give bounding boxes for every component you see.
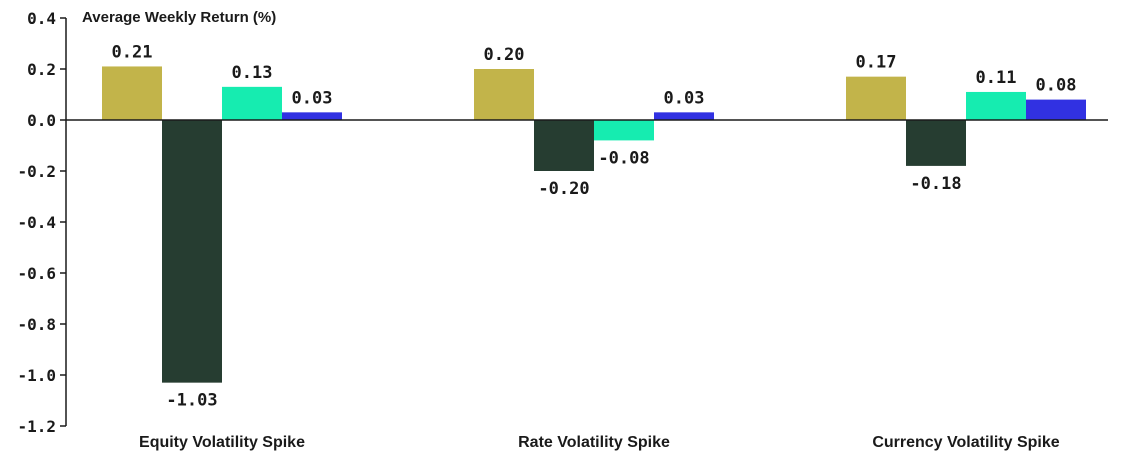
y-tick-label: -1.2 [17, 417, 56, 436]
bar [222, 86, 282, 120]
bar [534, 120, 594, 171]
y-axis-label: Average Weekly Return (%) [82, 9, 276, 26]
y-axis: 0.4 0.2 0.0 -0.2 -0.4 -0.6 -0.8 -1.0 -1.2 [17, 9, 67, 436]
bar [1026, 99, 1086, 120]
bars [102, 66, 1086, 383]
bar [474, 69, 534, 120]
y-tick-label: 0.4 [27, 9, 56, 28]
y-tick-label: -1.0 [17, 366, 56, 385]
bar [906, 120, 966, 166]
y-tick-label: -0.8 [17, 315, 56, 334]
y-tick-label: -0.6 [17, 264, 56, 283]
data-label: -0.18 [910, 174, 961, 194]
data-label: 0.08 [1036, 76, 1077, 96]
data-label: 0.03 [664, 88, 705, 108]
x-category-label: Rate Volatility Spike [518, 434, 670, 451]
category-labels: Equity Volatility Spike Rate Volatility S… [139, 434, 1060, 451]
bar [102, 66, 162, 120]
data-label: -0.20 [538, 179, 589, 199]
data-label: -1.03 [166, 391, 217, 411]
data-label: 0.20 [484, 45, 525, 65]
bar [654, 112, 714, 120]
data-label: 0.17 [856, 53, 897, 73]
data-label: 0.03 [292, 88, 333, 108]
data-label: 0.21 [112, 42, 153, 62]
y-tick-label: 0.2 [27, 60, 56, 79]
y-tick-label: 0.0 [27, 111, 56, 130]
bar [162, 120, 222, 383]
y-tick-label: -0.2 [17, 162, 56, 181]
bar [966, 91, 1026, 120]
bar [846, 76, 906, 120]
x-category-label: Equity Volatility Spike [139, 434, 305, 451]
bar [282, 112, 342, 120]
data-label: 0.13 [232, 63, 273, 83]
data-label: 0.11 [976, 68, 1017, 88]
y-tick-label: -0.4 [17, 213, 56, 232]
data-label: -0.08 [598, 148, 649, 168]
x-category-label: Currency Volatility Spike [872, 434, 1059, 451]
bar [594, 120, 654, 141]
value-labels: 0.21 -1.03 0.13 0.03 0.20 -0.20 -0.08 0.03 0.17 -… [112, 42, 1077, 410]
